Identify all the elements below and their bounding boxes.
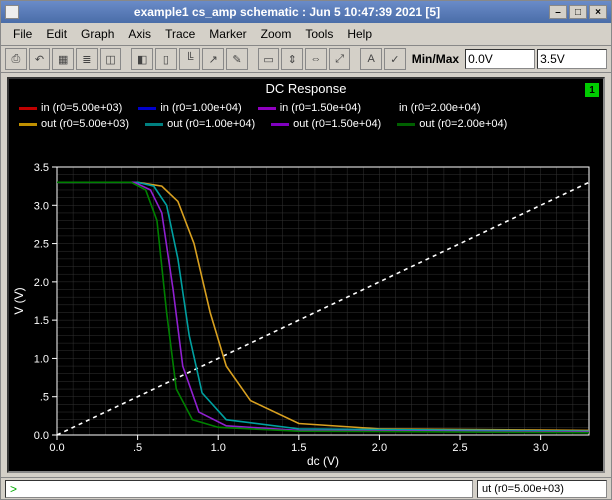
menu-edit[interactable]: Edit	[40, 25, 73, 43]
arrow-icon[interactable]: ↗	[202, 48, 224, 70]
axes-icon[interactable]: ╚	[179, 48, 201, 70]
svg-text:V (V): V (V)	[12, 287, 26, 314]
max-input[interactable]	[537, 49, 607, 69]
content-area: DC Response 1 in (r0=5.00e+03)in (r0=1.0…	[1, 73, 611, 477]
svg-text:1.5: 1.5	[291, 442, 306, 454]
panel-icon[interactable]: ◧	[131, 48, 153, 70]
menu-tools[interactable]: Tools	[299, 25, 339, 43]
svg-text:1.5: 1.5	[34, 315, 49, 327]
svg-text:2.0: 2.0	[372, 442, 387, 454]
app-icon	[5, 5, 19, 19]
window-icon[interactable]: ◫	[100, 48, 122, 70]
menu-axis[interactable]: Axis	[122, 25, 157, 43]
svg-text:dc (V): dc (V)	[307, 454, 339, 468]
menu-zoom[interactable]: Zoom	[255, 25, 298, 43]
svg-text:3.0: 3.0	[34, 200, 49, 212]
menu-trace[interactable]: Trace	[159, 25, 201, 43]
window-title: example1 cs_amp schematic : Jun 5 10:47:…	[25, 5, 549, 19]
check-icon[interactable]: ✓	[384, 48, 406, 70]
svg-text:1.0: 1.0	[211, 442, 226, 454]
svg-text:2.5: 2.5	[452, 442, 467, 454]
maximize-button[interactable]: □	[569, 5, 587, 19]
svg-text:2.0: 2.0	[34, 277, 49, 289]
window-buttons: – □ ×	[549, 5, 607, 19]
chart-panel: DC Response 1 in (r0=5.00e+03)in (r0=1.0…	[7, 77, 605, 473]
svg-text:0.0: 0.0	[49, 442, 64, 454]
edit-icon[interactable]: ✎	[226, 48, 248, 70]
svg-text:.5: .5	[133, 442, 142, 454]
menu-file[interactable]: File	[7, 25, 38, 43]
grid-icon[interactable]: ▦	[52, 48, 74, 70]
chart-plot: 0.0 .5 1.0 1.5 2.0 2.5 3.0 0.0 .5 1.0 1.5 2.0 2.5 3.0…	[9, 79, 603, 471]
zoom-fit-icon[interactable]: ⤢	[329, 48, 351, 70]
toolbar: ⎙ ↶ ▦ ≣ ◫ ◧ ▯ ╚ ↗ ✎ ▭ ⇕ ⇔ ⤢ A ✓ Min/Max	[1, 46, 611, 73]
svg-text:.5: .5	[40, 392, 49, 404]
undo-icon[interactable]: ↶	[29, 48, 51, 70]
minmax-label: Min/Max	[412, 52, 459, 66]
zoom-v-icon[interactable]: ⇕	[281, 48, 303, 70]
svg-text:1.0: 1.0	[34, 353, 49, 365]
minimize-button[interactable]: –	[549, 5, 567, 19]
svg-text:2.5: 2.5	[34, 239, 49, 251]
menu-help[interactable]: Help	[341, 25, 378, 43]
min-input[interactable]	[465, 49, 535, 69]
menubar: FileEditGraphAxisTraceMarkerZoomToolsHel…	[1, 23, 611, 46]
print-icon[interactable]: ⎙	[5, 48, 27, 70]
status-readout: ut (r0=5.00e+03)	[477, 480, 607, 498]
app-window: example1 cs_amp schematic : Jun 5 10:47:…	[0, 0, 612, 500]
zoom-h-icon[interactable]: ⇔	[305, 48, 327, 70]
text-icon[interactable]: A	[360, 48, 382, 70]
list-icon[interactable]: ≣	[76, 48, 98, 70]
status-bar: ut (r0=5.00e+03)	[1, 477, 611, 499]
command-input[interactable]	[5, 480, 473, 498]
svg-text:3.5: 3.5	[34, 162, 49, 174]
menu-graph[interactable]: Graph	[75, 25, 120, 43]
titlebar: example1 cs_amp schematic : Jun 5 10:47:…	[1, 1, 611, 23]
close-button[interactable]: ×	[589, 5, 607, 19]
svg-text:0.0: 0.0	[34, 430, 49, 442]
zoom-box-icon[interactable]: ▭	[258, 48, 280, 70]
menu-marker[interactable]: Marker	[203, 25, 252, 43]
split-icon[interactable]: ▯	[155, 48, 177, 70]
svg-text:3.0: 3.0	[533, 442, 548, 454]
